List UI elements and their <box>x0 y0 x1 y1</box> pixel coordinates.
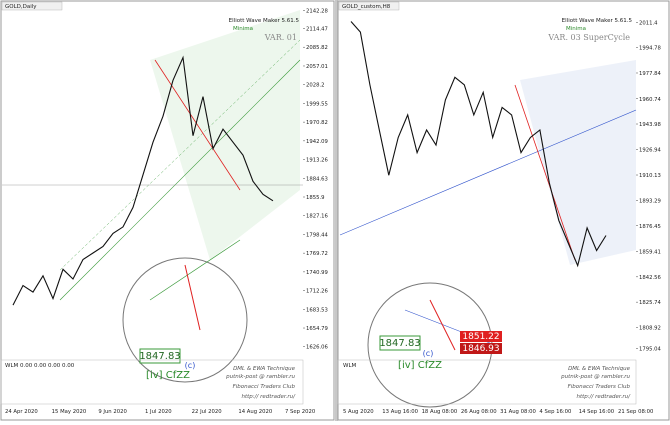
x-tick-label: 14 Sep 16:00 <box>579 409 615 415</box>
y-tick-label: 1943.98 <box>639 122 662 128</box>
y-tick-label: 1999.55 <box>306 101 328 107</box>
x-tick-label: 31 Aug 08:00 <box>500 409 536 415</box>
footer-text: putnik-post @ rambler.ru <box>225 374 295 380</box>
x-tick-label: 26 Aug 08:00 <box>461 409 497 415</box>
indicator-name: Elliott Wave Maker 5.61.5 <box>229 18 300 24</box>
mode-label: Minima <box>566 26 586 32</box>
x-tick-label: 14 Aug 2020 <box>238 409 273 415</box>
footer-text: Fibonacci Traders Club <box>568 384 631 390</box>
y-tick-label: 1769.72 <box>306 251 328 257</box>
y-tick-label: 1942.09 <box>306 139 328 145</box>
footer-text: http:// redtrader.ru/ <box>241 394 296 400</box>
y-tick-label: 1994.78 <box>639 45 662 51</box>
y-tick-label: 2085.82 <box>306 45 328 51</box>
x-tick-label: 5 Aug 2020 <box>343 409 374 415</box>
x-tick-label: 1 Jul 2020 <box>145 409 172 415</box>
y-tick-label: 1740.99 <box>306 270 328 276</box>
y-tick-label: 1808.92 <box>639 325 661 331</box>
x-tick-label: 18 Aug 08:00 <box>422 409 458 415</box>
y-tick-label: 1827.16 <box>306 214 329 220</box>
y-tick-label: 1910.13 <box>639 173 661 179</box>
price-line <box>12 55 274 306</box>
x-tick-label: 24 Apr 2020 <box>5 409 38 415</box>
footer-text: DML & EWA Technique <box>568 366 631 372</box>
y-tick-label: 2057.01 <box>306 64 328 70</box>
y-tick-label: 1884.63 <box>306 176 328 182</box>
zoom-price: 1847.83 <box>139 351 180 362</box>
x-tick-label: 9 Jun 2020 <box>98 409 127 415</box>
variant-label: VAR. 03 SuperCycle <box>547 33 630 42</box>
y-tick-label: 2114.47 <box>306 27 328 33</box>
footer-text: DML & EWA Technique <box>233 366 296 372</box>
y-tick-label: 1970.82 <box>306 120 328 126</box>
y-tick-label: 1712.26 <box>306 289 329 295</box>
sub-window-label: WLM <box>343 363 357 369</box>
x-tick-label: 21 Sep 08:00 <box>618 409 654 415</box>
x-tick-label: 4 Sep 16:00 <box>539 409 572 415</box>
y-tick-label: 2142.28 <box>306 8 329 14</box>
chart-window: 1847.83 [iv] CfZZ (c) <box>0 0 335 421</box>
mode-label: Minima <box>233 26 253 32</box>
y-tick-label: 1626.06 <box>306 345 329 351</box>
window-title: GOLD,Daily <box>5 4 37 10</box>
x-tick-label: 22 Jul 2020 <box>192 409 223 415</box>
chart-window: 1847.83 [iv] CfZZ (c) 1851.22 1846.93 <box>337 0 670 421</box>
y-tick-label: 2028.2 <box>306 83 325 89</box>
y-tick-label: 1876.45 <box>639 224 661 230</box>
title-bar <box>338 1 400 11</box>
y-tick-label: 1683.53 <box>306 307 328 313</box>
footer-text: Fibonacci Traders Club <box>233 384 296 390</box>
zoom-price: 1847.83 <box>379 338 420 349</box>
zoom-wave: [iv] CfZZ <box>398 360 442 371</box>
x-tick-label: 15 May 2020 <box>52 409 87 415</box>
sub-window-label: WLM 0.00 0.00 0.00 0.00 <box>5 363 75 369</box>
indicator-name: Elliott Wave Maker 5.61.5 <box>562 18 633 24</box>
y-tick-label: 1913.26 <box>306 158 329 164</box>
zoom-sub: (c) <box>423 349 434 358</box>
footer-text: putnik-post @ rambler.ru <box>560 374 630 380</box>
x-tick-label: 13 Aug 16:00 <box>382 409 418 415</box>
title-bar <box>1 1 63 11</box>
variant-label: VAR. 01 <box>264 33 297 42</box>
y-tick-label: 2011.4 <box>639 20 658 26</box>
zoom-box: 1851.22 <box>462 332 499 342</box>
y-tick-label: 1977.84 <box>639 71 662 77</box>
y-tick-label: 1960.74 <box>639 97 662 103</box>
y-tick-label: 1795.04 <box>639 346 662 352</box>
window-title: GOLD_custom,H8 <box>342 4 391 10</box>
price-line <box>350 21 607 268</box>
zoom-wave: [iv] CfZZ <box>146 370 190 381</box>
y-tick-label: 1798.44 <box>306 232 329 238</box>
zoom-sub: (c) <box>185 361 196 370</box>
y-tick-label: 1654.79 <box>306 326 328 332</box>
y-tick-label: 1825.74 <box>639 300 662 306</box>
zoom-box: 1846.93 <box>462 344 499 354</box>
footer-text: http:// redtrader.ru/ <box>576 394 631 400</box>
y-tick-label: 1926.94 <box>639 148 662 154</box>
x-tick-label: 7 Sep 2020 <box>285 409 316 415</box>
y-tick-label: 1859.41 <box>639 249 661 255</box>
y-tick-label: 1893.29 <box>639 198 661 204</box>
y-tick-label: 1855.9 <box>306 195 325 201</box>
y-tick-label: 1842.56 <box>639 275 662 281</box>
